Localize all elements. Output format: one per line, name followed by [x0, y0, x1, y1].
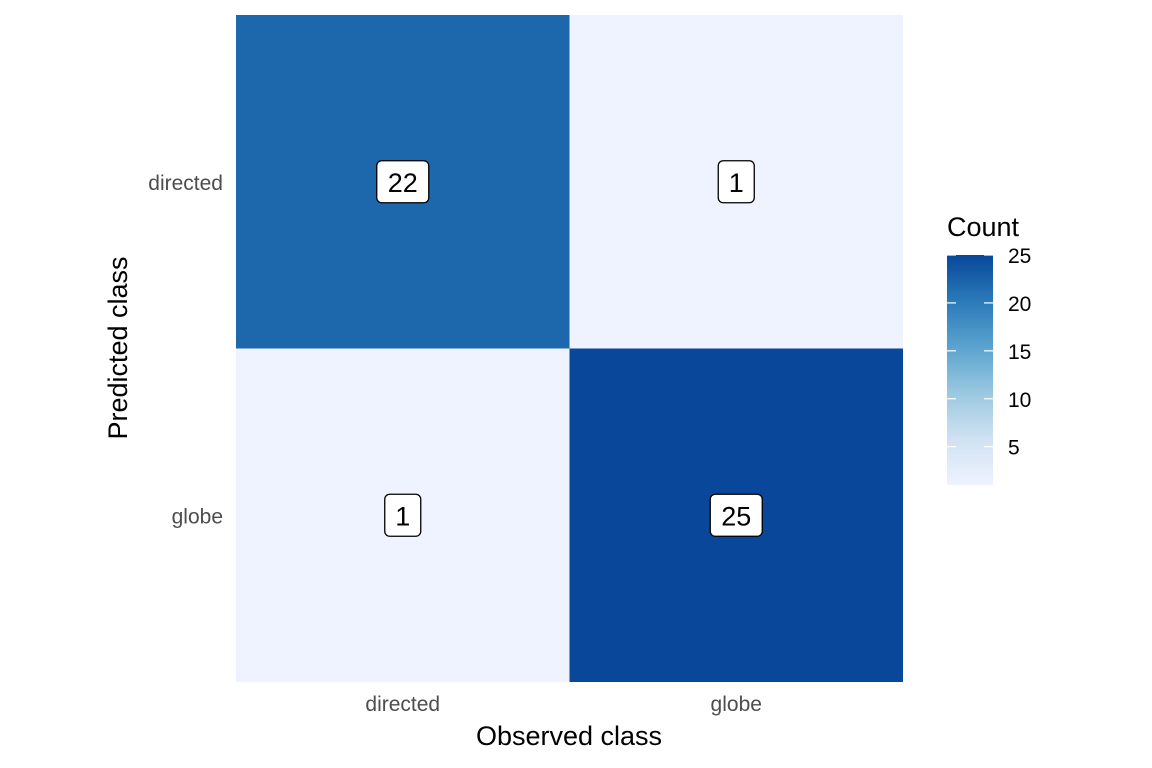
cell-value-label-box — [376, 160, 430, 204]
y-tick-label-globe: globe — [172, 505, 223, 528]
legend-title: Count — [947, 212, 1020, 242]
cell-value-text: 22 — [388, 168, 418, 198]
x-axis-title: Observed class — [476, 721, 662, 751]
heatmap-cell-labels: 22 1 1 25 — [376, 160, 763, 537]
x-axis-tick-labels: directed globe — [365, 693, 762, 716]
color-legend: Count 5 10 15 20 25 — [947, 212, 1031, 485]
x-tick-label-globe: globe — [711, 693, 762, 716]
cell-value-label: 22 — [376, 160, 430, 204]
x-tick-label-directed: directed — [365, 693, 440, 716]
cell-value-text: 1 — [395, 501, 410, 531]
cell-value-label: 1 — [717, 160, 755, 204]
heatmap-cells — [236, 15, 903, 682]
cell-value-text: 25 — [721, 501, 751, 531]
legend-ticks: 5 10 15 20 25 — [947, 245, 1031, 460]
legend-tick-label: 20 — [1008, 293, 1031, 316]
cell-value-label-box — [384, 493, 422, 537]
cell-value-label-box — [717, 160, 755, 204]
legend-tick-label: 10 — [1008, 389, 1031, 412]
cell-value-label: 25 — [709, 493, 763, 537]
legend-colorbar — [947, 255, 993, 485]
cell-value-label: 1 — [384, 493, 422, 537]
cell-value-label-box — [709, 493, 763, 537]
legend-tick-label: 15 — [1008, 341, 1031, 364]
cell-value-text: 1 — [729, 168, 744, 198]
legend-tick-label: 5 — [1008, 437, 1020, 460]
y-axis-title: Predicted class — [103, 256, 133, 439]
legend-tick-label: 25 — [1008, 245, 1031, 268]
y-tick-label-directed: directed — [148, 172, 223, 195]
y-axis-tick-labels: directed globe — [148, 172, 223, 529]
